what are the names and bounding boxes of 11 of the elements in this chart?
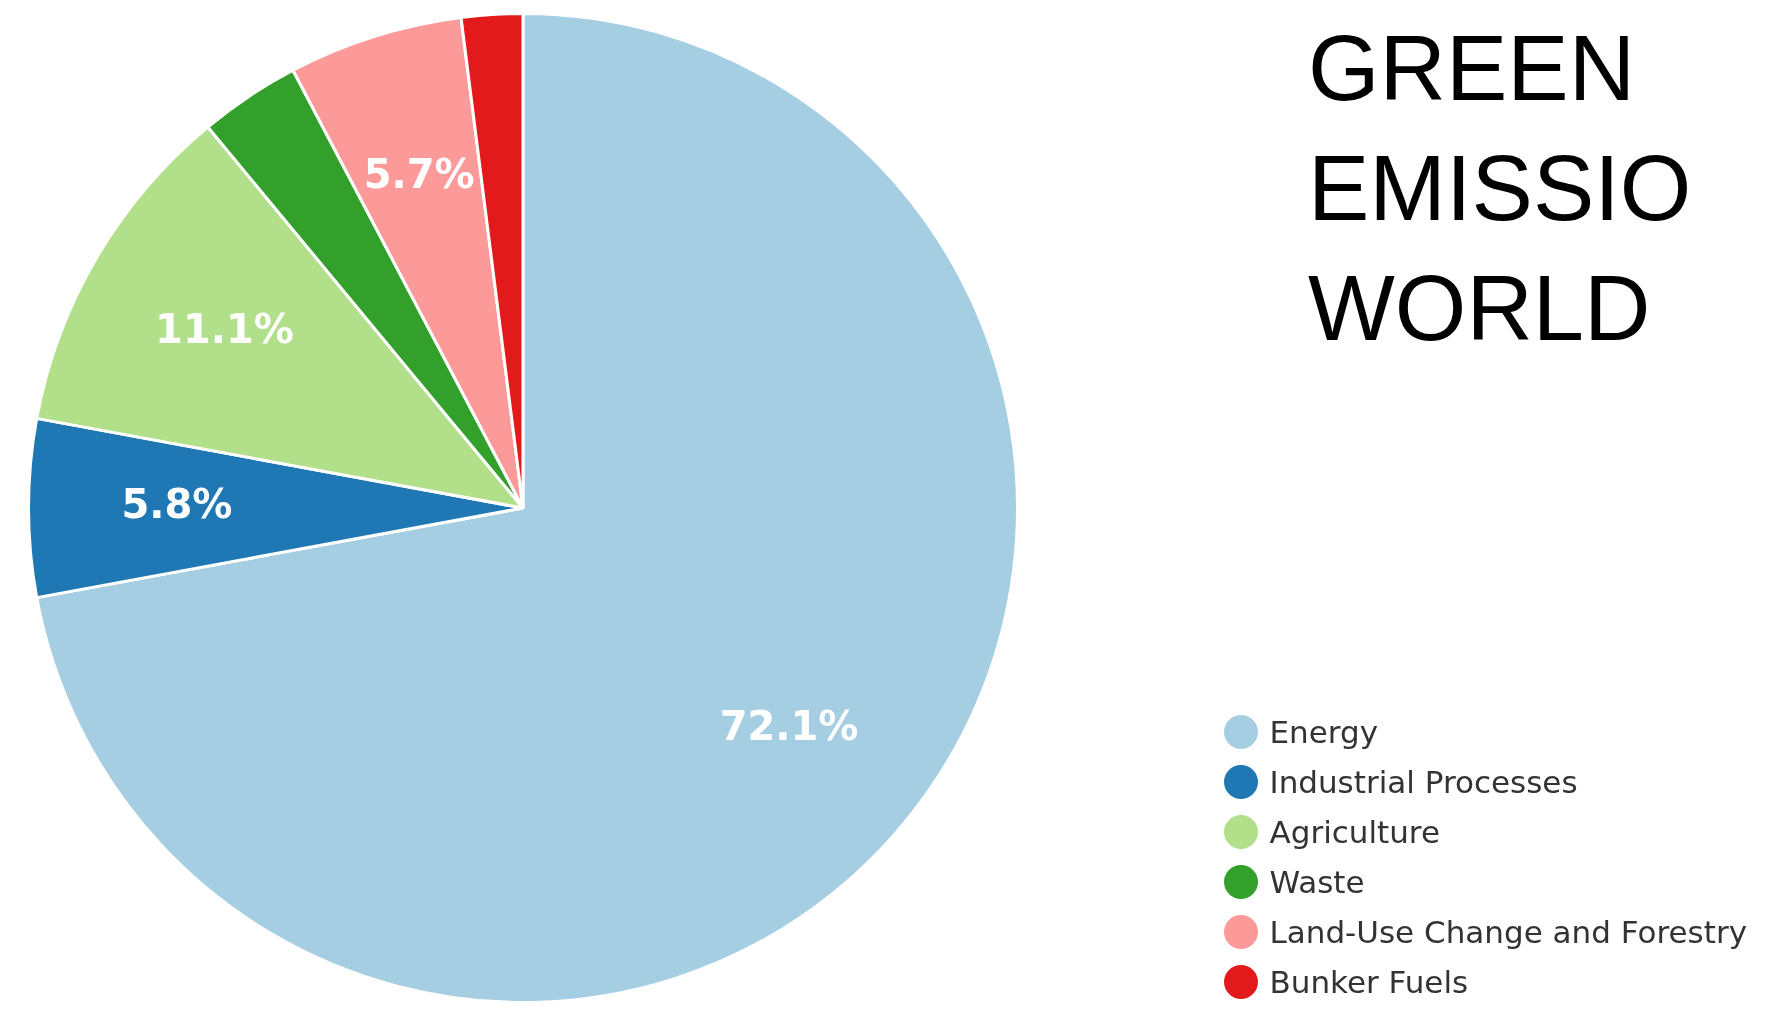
- legend-label: Land-Use Change and Forestry: [1269, 914, 1747, 950]
- legend-label: Energy: [1269, 714, 1379, 750]
- data-label: 5.7%: [363, 151, 475, 198]
- data-label: 72.1%: [719, 702, 859, 749]
- legend-label: Agriculture: [1269, 814, 1440, 850]
- text: GREEN EMISSIO WORLD: [1308, 16, 1692, 361]
- legend-label: Waste: [1269, 864, 1365, 900]
- legend-label: Industrial Processes: [1269, 764, 1578, 800]
- legend-label: Bunker Fuels: [1269, 964, 1469, 1000]
- data-label: 11.1%: [155, 306, 294, 353]
- data-label: 5.8%: [121, 481, 233, 528]
